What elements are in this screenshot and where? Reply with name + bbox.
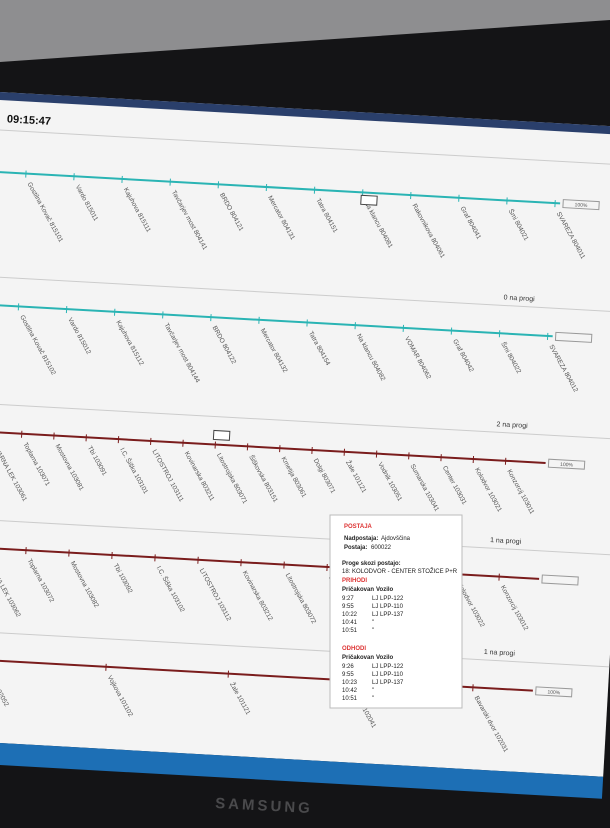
table-cell: " [372,628,374,634]
lines: 18: KOLODVOR - CENTER STOŽICE P+R [342,567,458,575]
route-status: 0 na progi [503,294,535,303]
route-separator [0,629,610,668]
table-cell: 10:51 [342,628,358,634]
route-line [0,169,561,205]
table-cell: 9:55 [342,604,354,610]
table-cell: 10:51 [342,696,358,702]
route-end [535,686,573,698]
table-cell: 10:41 [342,620,358,626]
tooltip-box [329,514,463,709]
route-end [562,199,600,211]
section-title: PRIHODI [342,578,367,584]
table-cell: " [372,620,374,626]
table-cell: 9:55 [342,672,354,678]
parent-label: Nadpostaja: [344,536,378,542]
tooltip-title: POSTAJA [344,524,373,530]
route-end [541,574,579,586]
table-cell: " [372,688,374,694]
table-cell: " [372,696,374,702]
route-percent: 100% [574,202,588,209]
tooltip: POSTAJA Nadpostaja: Ajdovščina Postaja: … [329,514,463,709]
clock: 09:15:47 [7,113,52,127]
route-end [547,458,586,470]
route-line [0,429,546,465]
table-cell: 10:42 [342,688,358,694]
header-rule [0,128,610,167]
route-separator [0,517,610,556]
table-cell: LJ LPP-110 [372,604,404,610]
route-status: 2 na progi [496,421,528,430]
route-percent: 100% [547,689,561,696]
table-cell: LJ LPP-122 [372,596,404,602]
table-cell: LJ LPP-137 [372,680,404,686]
station-label: Postaja: [344,545,367,551]
brand: SAMSUNG [215,795,313,817]
route-end [554,331,593,343]
taskbar [0,739,604,799]
section-title: ODHODI [342,646,366,652]
route-status: 1 na progi [490,537,522,546]
column-header: Vozilo [376,587,394,593]
table-cell: LJ LPP-122 [372,664,404,670]
screen: 09:15:47 100%Gostilna Kovač 815101 Vardo … [0,90,610,799]
column-header: Vozilo [376,655,394,661]
route-status: 1 na progi [484,649,516,658]
route-percent: 100% [560,462,574,469]
table-cell: 10:22 [342,612,358,618]
table-cell: LJ LPP-137 [372,612,404,618]
route-separator [0,401,610,440]
bus-icon [360,194,378,206]
station: 600022 [371,545,392,551]
table-cell: 10:23 [342,680,358,686]
table-cell: LJ LPP-110 [372,672,404,678]
column-header: Pričakovan [342,587,374,593]
screen-bg [0,90,610,777]
title-bar [0,90,610,136]
lines-label: Proge skozi postajo: [342,561,401,567]
route-line [0,302,553,338]
table-cell: 9:27 [342,596,354,602]
column-header: Pričakovan [342,655,374,661]
bus-icon [212,429,231,441]
table-cell: 9:26 [342,664,354,670]
route-separator [0,275,610,313]
parent: Ajdovščina [381,536,411,542]
